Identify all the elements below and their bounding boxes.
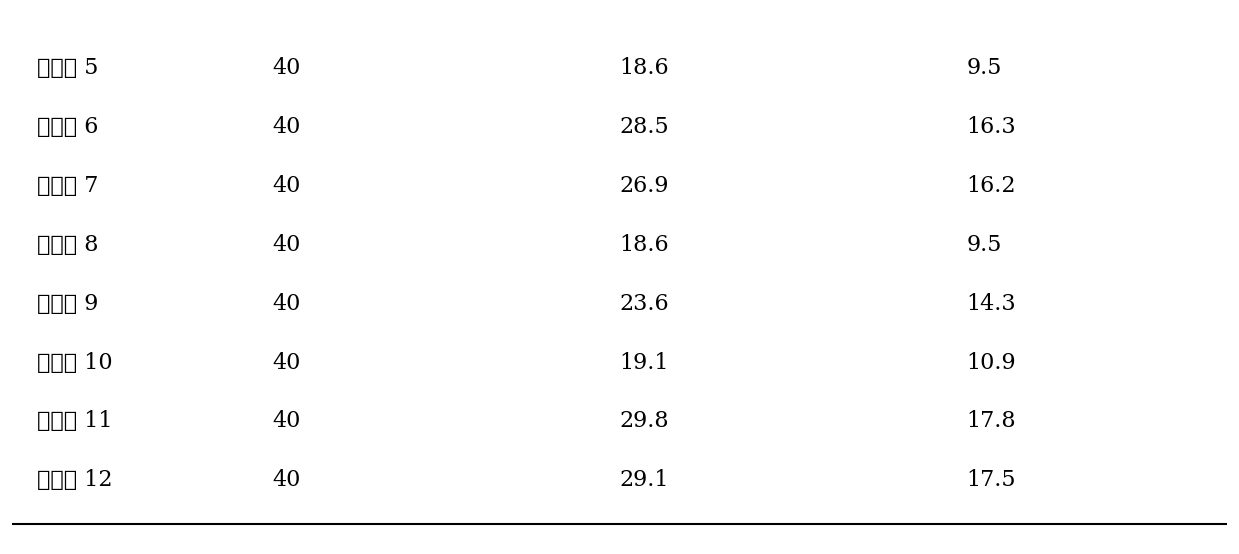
Text: 29.8: 29.8 xyxy=(620,411,669,432)
Text: 40: 40 xyxy=(273,469,301,491)
Text: 16.3: 16.3 xyxy=(966,116,1016,138)
Text: 16.2: 16.2 xyxy=(966,175,1016,197)
Text: 17.5: 17.5 xyxy=(966,469,1016,491)
Text: 40: 40 xyxy=(273,411,301,432)
Text: 40: 40 xyxy=(273,175,301,197)
Text: 9.5: 9.5 xyxy=(966,57,1002,79)
Text: 23.6: 23.6 xyxy=(620,293,669,315)
Text: 40: 40 xyxy=(273,234,301,256)
Text: 19.1: 19.1 xyxy=(620,352,669,373)
Text: 实施例 7: 实施例 7 xyxy=(37,175,99,197)
Text: 实施例 6: 实施例 6 xyxy=(37,116,99,138)
Text: 实施例 10: 实施例 10 xyxy=(37,352,113,373)
Text: 40: 40 xyxy=(273,352,301,373)
Text: 17.8: 17.8 xyxy=(966,411,1016,432)
Text: 28.5: 28.5 xyxy=(620,116,669,138)
Text: 26.9: 26.9 xyxy=(620,175,669,197)
Text: 18.6: 18.6 xyxy=(620,57,669,79)
Text: 实施例 11: 实施例 11 xyxy=(37,411,113,432)
Text: 18.6: 18.6 xyxy=(620,234,669,256)
Text: 实施例 9: 实施例 9 xyxy=(37,293,99,315)
Text: 9.5: 9.5 xyxy=(966,234,1002,256)
Text: 40: 40 xyxy=(273,57,301,79)
Text: 14.3: 14.3 xyxy=(966,293,1016,315)
Text: 10.9: 10.9 xyxy=(966,352,1016,373)
Text: 实施例 12: 实施例 12 xyxy=(37,469,113,491)
Text: 29.1: 29.1 xyxy=(620,469,669,491)
Text: 实施例 8: 实施例 8 xyxy=(37,234,99,256)
Text: 40: 40 xyxy=(273,293,301,315)
Text: 40: 40 xyxy=(273,116,301,138)
Text: 实施例 5: 实施例 5 xyxy=(37,57,99,79)
